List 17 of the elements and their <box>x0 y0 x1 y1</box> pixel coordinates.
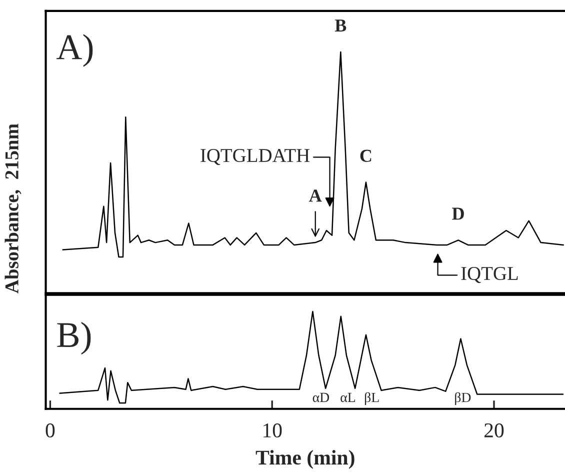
annotation: A) <box>56 34 93 67</box>
annotation: A <box>309 190 322 202</box>
annotation: βD <box>455 392 471 405</box>
annotation: αD <box>312 392 330 402</box>
x-axis-title: Time (min) <box>256 450 354 469</box>
annotation: B <box>334 20 346 32</box>
annotation: D <box>452 208 464 220</box>
x-tick-label: 20 <box>484 423 504 438</box>
y-axis-title: Absorbance, 215nm <box>4 124 22 294</box>
annotation: C <box>360 150 372 162</box>
x-tick-label: 10 <box>264 423 282 438</box>
annotation: IQTGL <box>461 266 518 283</box>
annotation: βL <box>364 392 379 405</box>
x-tick-label: 0 <box>46 423 55 438</box>
annotation: αL <box>340 392 356 402</box>
annotation: B) <box>57 322 91 355</box>
annotation: IQTGLDATH <box>200 148 310 165</box>
